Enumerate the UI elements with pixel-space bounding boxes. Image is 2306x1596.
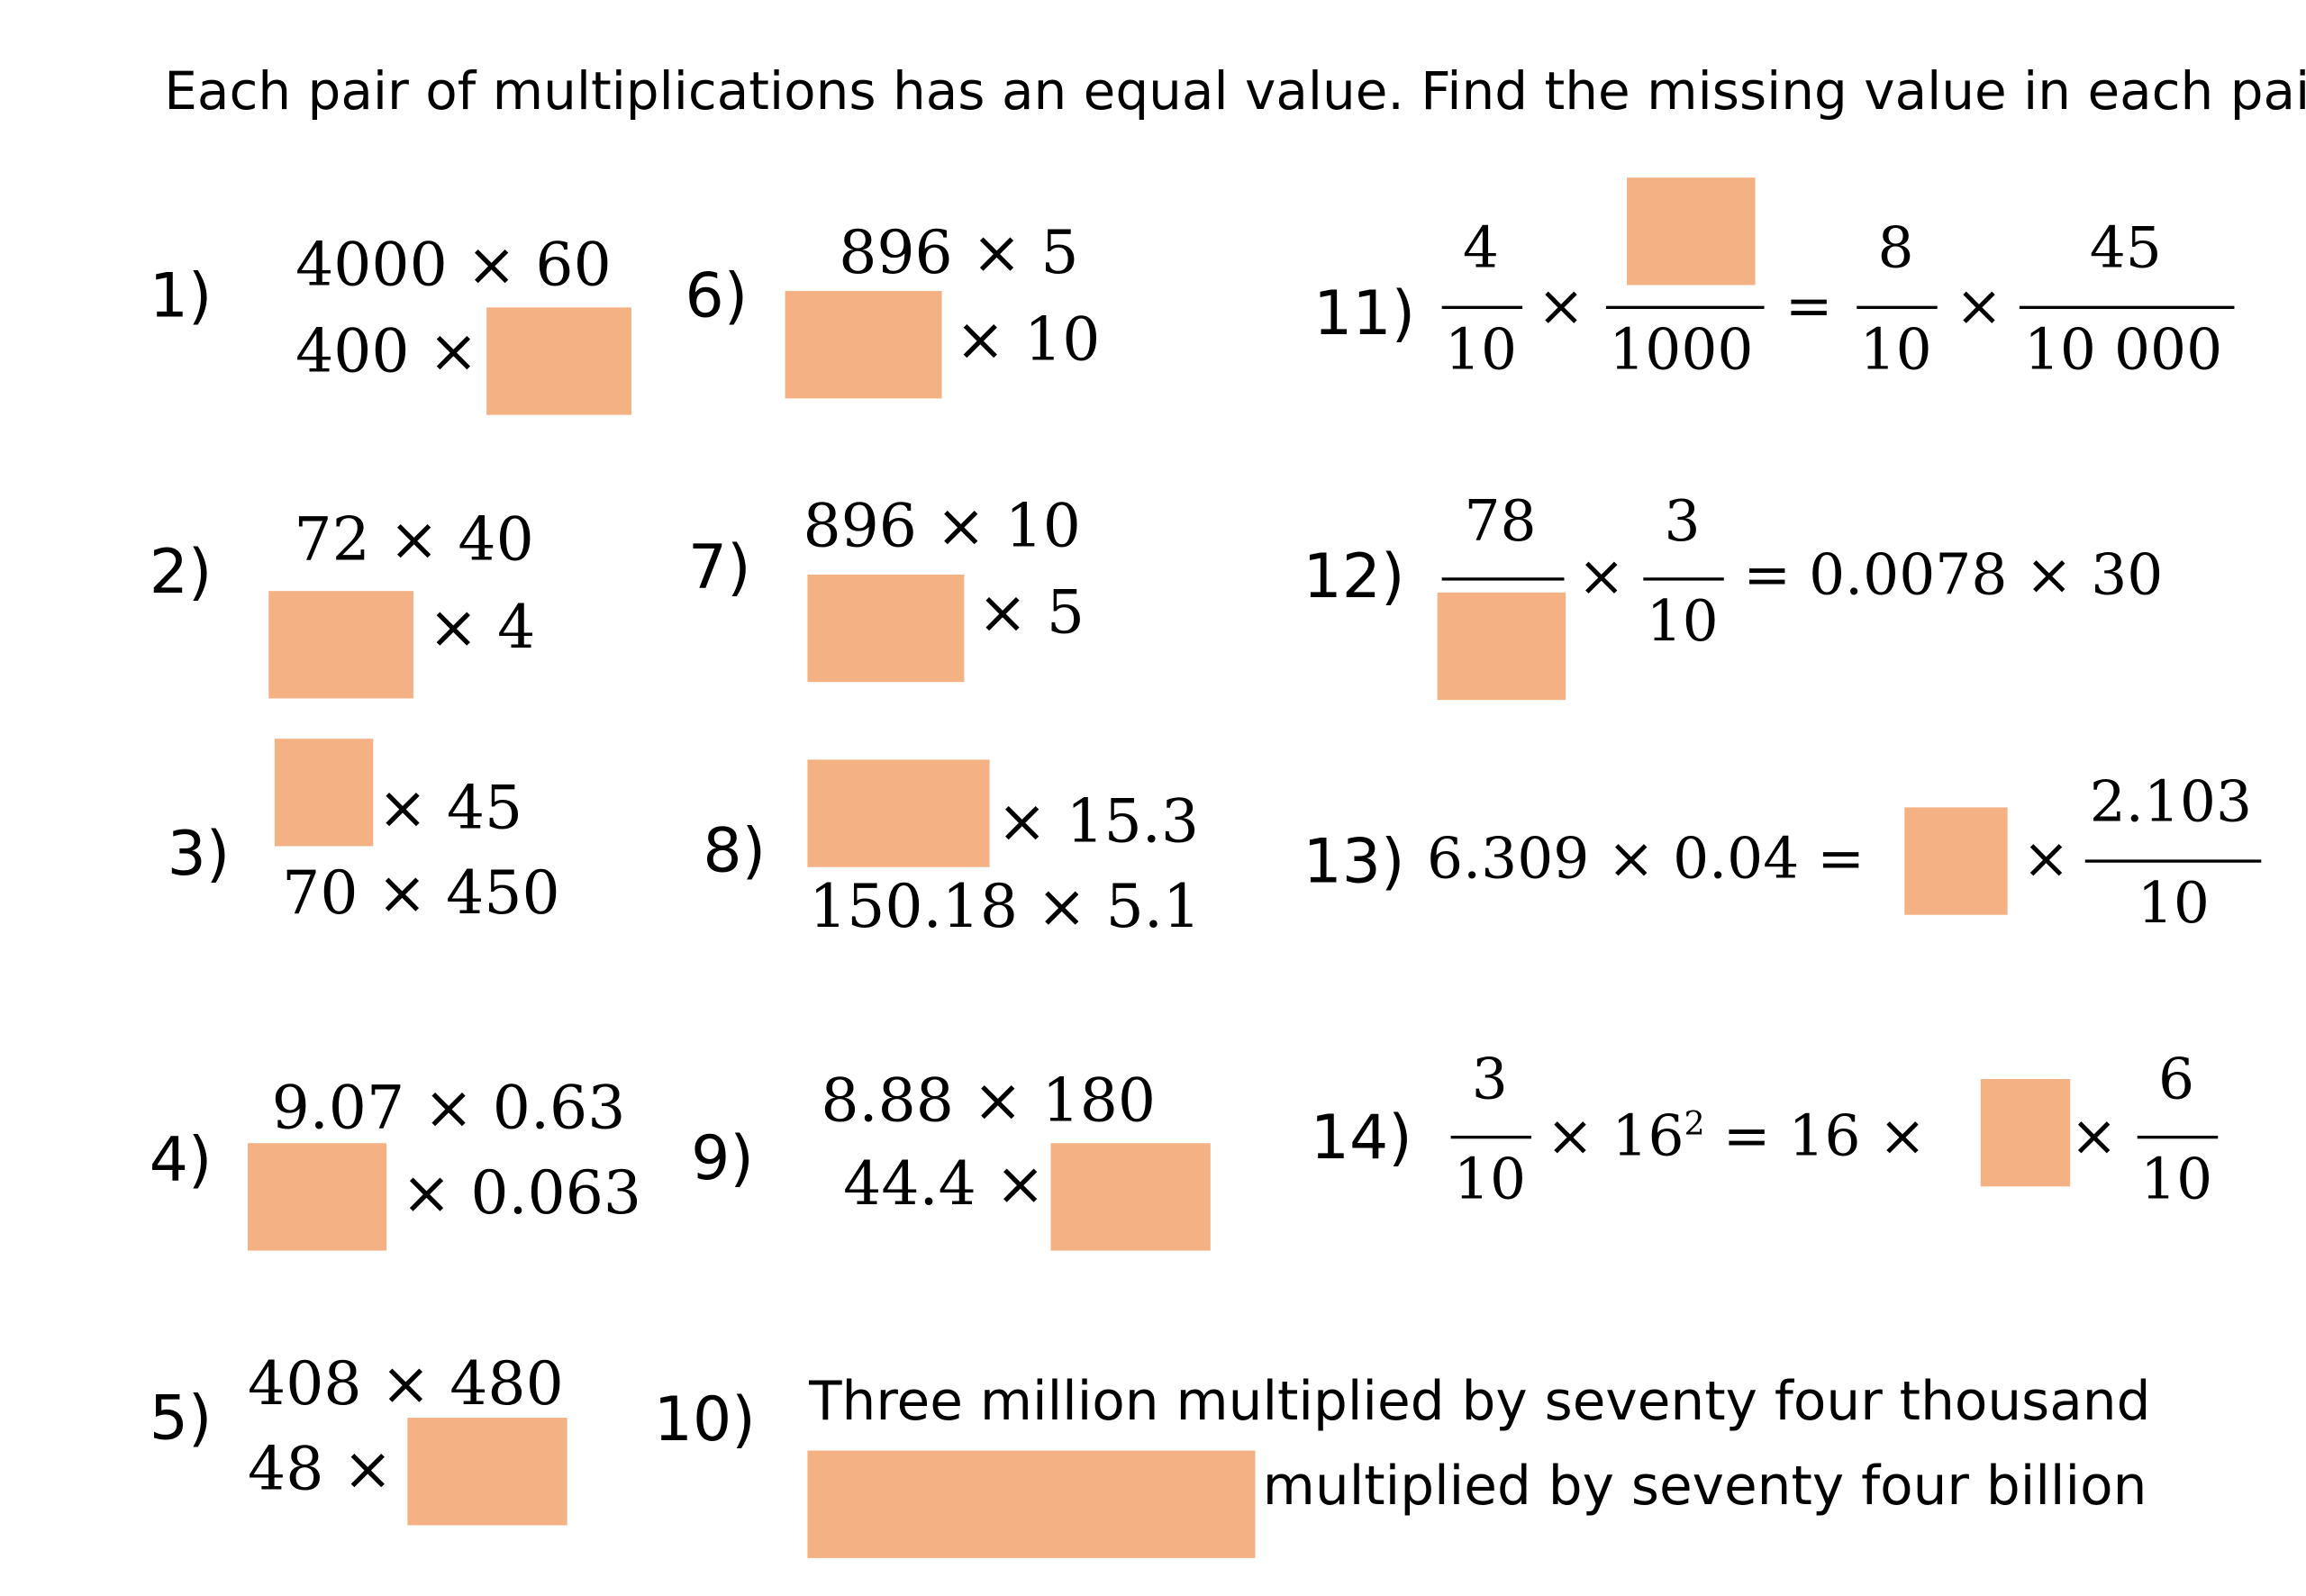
fraction-numerator: 4 <box>1462 214 1499 281</box>
times-sign: × <box>1577 543 1626 610</box>
fraction-bar <box>2137 1135 2219 1139</box>
fraction-numerator: 3 <box>1471 1046 1508 1112</box>
fraction-numerator: 78 <box>1464 487 1537 554</box>
times-sign: × <box>1537 273 1585 340</box>
equation-right-side: = 0.0078 × 30 <box>1743 541 2164 608</box>
fraction-denominator: 1000 <box>1609 316 1754 383</box>
fraction-denominator: 10 <box>1646 587 1719 654</box>
times-sign: × <box>1955 273 2003 340</box>
fraction-numerator: 8 <box>1877 214 1914 281</box>
fraction-bar <box>1450 1135 1532 1139</box>
problem-number: 4) <box>149 1123 213 1196</box>
expression-line-2: × 5 <box>977 578 1085 648</box>
expression-line-1: 8.88 × 180 <box>821 1066 1157 1136</box>
answer-box-3[interactable] <box>274 739 374 847</box>
equals-sign: = <box>1784 273 1833 340</box>
times-sign: × <box>2022 825 2070 892</box>
fraction-denominator: 10 <box>1859 316 1932 383</box>
answer-box-12[interactable] <box>1437 592 1566 701</box>
word-problem-line-2: multiplied by seventy four billion <box>1262 1456 2147 1519</box>
word-problem-line-1: Three million multiplied by seventy four… <box>809 1371 2151 1433</box>
problem-number: 11) <box>1313 277 1416 349</box>
problem-number: 6) <box>685 259 749 331</box>
expression-line-1: 896 × 5 <box>839 219 1079 288</box>
problem-number: 3) <box>167 818 231 890</box>
fraction-bar <box>2019 305 2235 309</box>
expression-line-1: 4000 × 60 <box>295 231 612 301</box>
equation-middle: × 162 = 16 × <box>1547 1107 1927 1164</box>
fraction-denominator: 10 <box>1444 316 1518 383</box>
expression-line-2: 48 × <box>248 1435 394 1505</box>
problem-number: 5) <box>149 1382 213 1454</box>
equation-left-side: 6.309 × 0.04 = <box>1427 825 1866 892</box>
problem-number: 13) <box>1303 825 1405 897</box>
fraction-bar <box>1441 305 1523 309</box>
answer-box-9[interactable] <box>1050 1143 1211 1251</box>
expression-line-2: × 4 <box>428 594 536 663</box>
expression-line-1: 896 × 10 <box>803 492 1081 562</box>
answer-box-7[interactable] <box>807 574 965 683</box>
fraction-numerator: 45 <box>2089 214 2162 281</box>
expression-line-2: × 0.063 <box>401 1159 642 1229</box>
answer-box-8[interactable] <box>807 759 990 867</box>
times-sign: × <box>2070 1102 2118 1169</box>
problem-number: 7) <box>687 530 751 603</box>
answer-box-6[interactable] <box>785 291 942 399</box>
expression-line-2: 70 × 450 <box>282 859 560 929</box>
expression-line-2: 44.4 × <box>843 1150 1046 1220</box>
expression-line-2: × 10 <box>955 305 1101 375</box>
answer-box-1[interactable] <box>486 307 631 415</box>
fraction-bar <box>2084 859 2262 863</box>
expression-line-2: 400 × <box>295 317 479 387</box>
fraction-bar <box>1605 305 1765 309</box>
instruction-text: Each pair of multiplications has an equa… <box>164 62 2306 122</box>
problem-number: 10) <box>653 1383 756 1455</box>
answer-box-2[interactable] <box>268 591 413 699</box>
expression-line-1: 9.07 × 0.63 <box>271 1075 626 1144</box>
fraction-numerator: 2.103 <box>2089 768 2253 835</box>
problem-number: 8) <box>703 814 767 887</box>
fraction-denominator: 10 <box>2137 870 2210 936</box>
answer-box-11[interactable] <box>1627 177 1756 286</box>
answer-box-13[interactable] <box>1904 807 2008 915</box>
problem-number: 14) <box>1310 1101 1412 1174</box>
fraction-denominator: 10 <box>1453 1146 1527 1212</box>
expression-line-1: × 15.3 <box>996 787 1200 857</box>
answer-box-4[interactable] <box>248 1143 387 1251</box>
problem-number: 1) <box>149 259 213 331</box>
fraction-bar <box>1441 577 1565 581</box>
answer-box-5[interactable] <box>407 1418 567 1526</box>
answer-box-14[interactable] <box>1980 1078 2071 1187</box>
expression-line-1: 408 × 480 <box>248 1350 564 1419</box>
fraction-denominator: 10 000 <box>2023 316 2223 383</box>
problem-number: 9) <box>691 1122 754 1194</box>
equals-sixteen-times: = 16 × <box>1704 1102 1927 1169</box>
times-sixteen: × 16 <box>1546 1102 1684 1169</box>
expression-line-1: 72 × 40 <box>294 505 534 575</box>
fraction-denominator: 10 <box>2140 1146 2213 1212</box>
problem-number: 2) <box>149 535 213 608</box>
fraction-numerator: 3 <box>1664 487 1701 554</box>
problem-number: 12) <box>1303 540 1405 612</box>
fraction-numerator: 6 <box>2157 1046 2195 1112</box>
expression-line-2: 150.18 × 5.1 <box>809 873 1202 942</box>
exponent: 2 <box>1684 1106 1705 1144</box>
expression-line-1: × 45 <box>377 774 523 844</box>
answer-box-10[interactable] <box>807 1450 1256 1558</box>
fraction-bar <box>1643 577 1724 581</box>
fraction-bar <box>1857 305 1938 309</box>
